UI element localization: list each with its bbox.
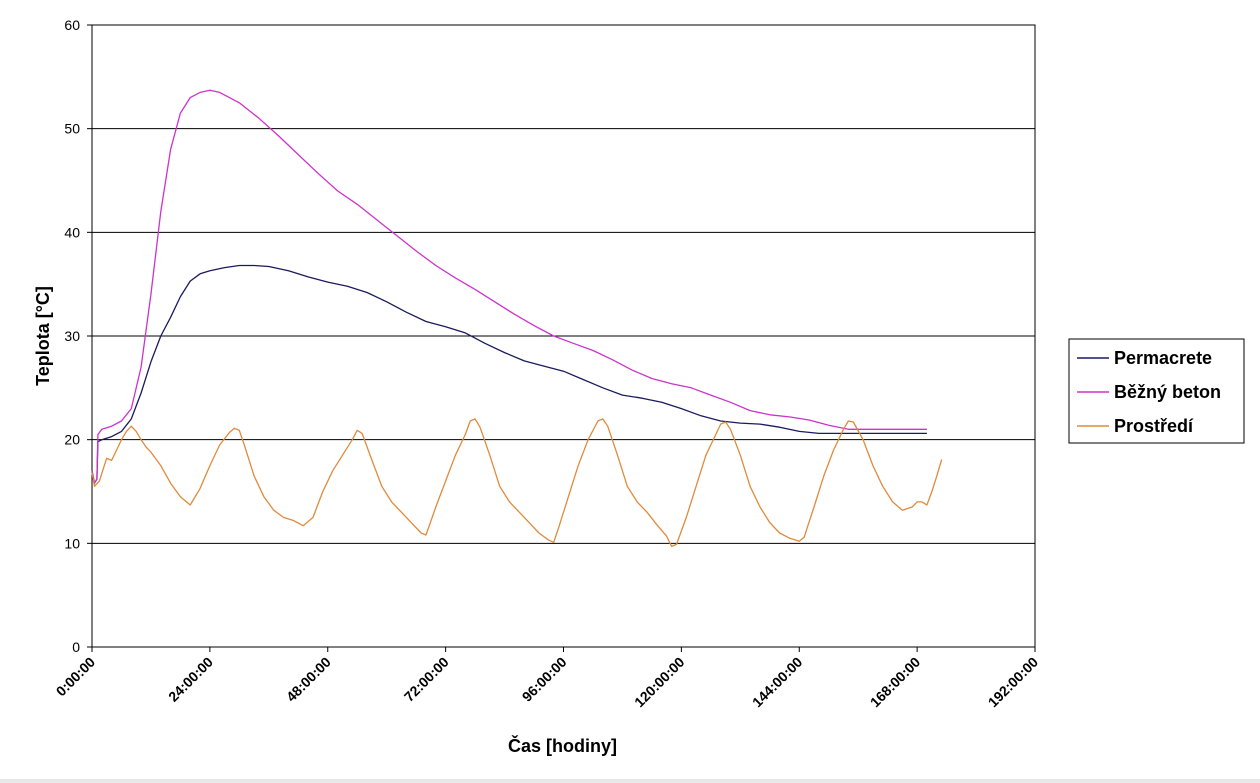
plot-area <box>91 24 1036 648</box>
legend-label: Běžný beton <box>1114 382 1221 402</box>
y-axis-ticks: 0 10 20 30 40 50 60 <box>64 17 92 655</box>
series-line-0 <box>91 264 927 484</box>
x-tick-label: 96:00:00 <box>519 654 570 705</box>
x-tick-label: 192:00:00 <box>985 654 1042 711</box>
y-tick-label: 20 <box>64 432 80 448</box>
y-tick-label: 50 <box>64 121 80 137</box>
x-axis-title: Čas [hodiny] <box>508 735 617 756</box>
x-tick-label: 168:00:00 <box>867 654 924 711</box>
y-tick-label: 0 <box>72 639 80 655</box>
legend-label: Permacrete <box>1114 348 1212 368</box>
y-tick-label: 10 <box>64 535 80 551</box>
y-tick-label: 60 <box>64 17 80 33</box>
x-tick-label: 24:00:00 <box>165 654 216 705</box>
x-tick-label: 72:00:00 <box>401 654 452 705</box>
series-line-1 <box>91 89 927 484</box>
y-tick-label: 30 <box>64 328 80 344</box>
legend-label: Prostředí <box>1114 416 1194 436</box>
x-tick-label: 48:00:00 <box>283 654 334 705</box>
y-axis-title: Teplota [°C] <box>33 286 53 386</box>
window-bottom-edge <box>0 779 1260 783</box>
gridlines <box>92 128 1035 544</box>
legend-items: Permacrete Běžný beton Prostředí <box>1077 348 1221 436</box>
series-layer <box>91 89 943 548</box>
x-tick-label: 144:00:00 <box>749 654 806 711</box>
x-tick-label: 0:00:00 <box>53 654 99 700</box>
y-tick-label: 40 <box>64 224 80 240</box>
x-tick-label: 120:00:00 <box>631 654 688 711</box>
series-line-2 <box>91 418 943 548</box>
x-axis-ticks: 0:00:00 24:00:00 48:00:00 72:00:00 96:00:00 1… <box>53 647 1042 711</box>
legend: Permacrete Běžný beton Prostředí <box>1068 338 1245 444</box>
